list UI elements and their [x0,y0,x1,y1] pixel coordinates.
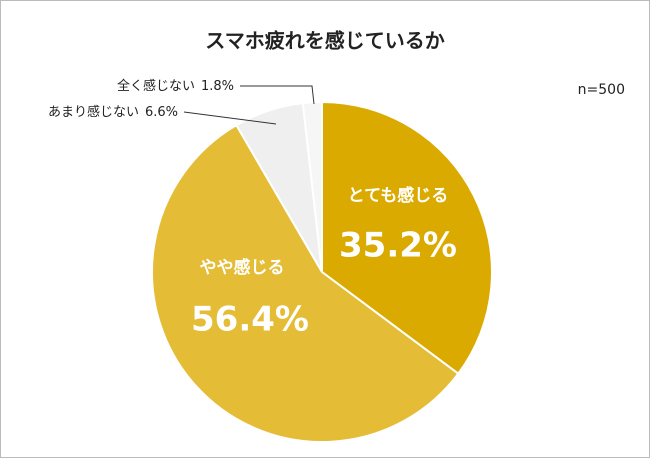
value-label: 6.6% [145,105,178,120]
pie-slice [321,100,493,376]
annotation: n=500 [578,82,625,98]
value-label: 35.2% [339,226,457,266]
value-label: 56.4% [191,300,309,340]
leader-line [240,85,315,105]
slice-label: あまり感じない [48,104,139,120]
chart-title: スマホ疲れを感じているか [205,29,444,53]
value-label: 1.8% [201,79,234,94]
slice-label: 全く感じない [117,78,195,94]
pie-slice [301,100,323,273]
outside-label: 全く感じない 1.8% [117,78,234,94]
pie-slice [151,123,460,443]
slice-label: とても感じる [348,185,449,206]
outside-label: あまり感じない 6.6% [48,104,178,120]
slice-label: やや感じる [200,257,285,278]
leader-line [183,111,277,125]
